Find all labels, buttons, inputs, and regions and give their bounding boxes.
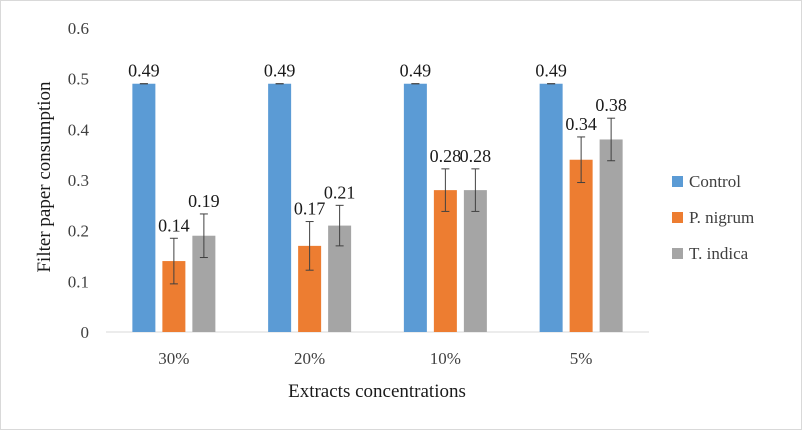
bar bbox=[268, 83, 292, 332]
y-tick-label: 0.4 bbox=[68, 120, 90, 139]
y-axis-label: Filter paper consumption bbox=[34, 81, 55, 273]
data-label: 0.19 bbox=[188, 191, 220, 211]
bar bbox=[599, 139, 623, 332]
x-axis: 30% 20% 10% 5% bbox=[158, 349, 592, 368]
legend-label: Control bbox=[689, 172, 741, 191]
y-tick-label: 0 bbox=[81, 323, 90, 342]
legend-swatch bbox=[672, 212, 683, 223]
bars: 0.49 0.14 0.19 0.49 0.170.21 0.49 0.280.28 0.49… bbox=[128, 61, 627, 332]
bar bbox=[328, 225, 352, 332]
data-label: 0.21 bbox=[324, 182, 356, 202]
y-tick-label: 0.2 bbox=[68, 222, 89, 241]
x-tick-label: 5% bbox=[570, 349, 593, 368]
bar bbox=[433, 190, 457, 332]
legend-label: P. nigrum bbox=[689, 208, 754, 227]
bar bbox=[132, 83, 156, 332]
data-label: 0.49 bbox=[535, 61, 567, 81]
legend: Control P. nigrum T. indica bbox=[672, 172, 754, 263]
data-label: 0.49 bbox=[264, 61, 296, 81]
legend-label: T. indica bbox=[689, 244, 749, 263]
bar bbox=[569, 159, 593, 332]
data-label: 0.49 bbox=[400, 61, 432, 81]
bar bbox=[192, 235, 216, 332]
data-label: 0.28 bbox=[430, 146, 462, 166]
x-tick-label: 20% bbox=[294, 349, 325, 368]
bar bbox=[162, 261, 186, 332]
data-label: 0.49 bbox=[128, 61, 160, 81]
x-axis-label: Extracts concentrations bbox=[288, 381, 466, 402]
y-tick-label: 0.3 bbox=[68, 171, 89, 190]
data-label: 0.34 bbox=[565, 114, 597, 134]
y-axis: 0 0.1 0.2 0.3 0.4 0.5 0.6 bbox=[68, 19, 90, 342]
x-tick-label: 10% bbox=[430, 349, 461, 368]
data-label: 0.38 bbox=[595, 95, 627, 115]
bar bbox=[298, 245, 322, 332]
data-label: 0.17 bbox=[294, 199, 326, 219]
legend-swatch bbox=[672, 248, 683, 259]
y-tick-label: 0.5 bbox=[68, 70, 89, 89]
data-label: 0.14 bbox=[158, 215, 190, 235]
data-label: 0.28 bbox=[460, 146, 492, 166]
y-tick-label: 0.6 bbox=[68, 19, 89, 38]
bar bbox=[403, 83, 427, 332]
bar bbox=[463, 190, 487, 332]
legend-swatch bbox=[672, 176, 683, 187]
x-tick-label: 30% bbox=[158, 349, 189, 368]
y-tick-label: 0.1 bbox=[68, 272, 89, 291]
bar bbox=[539, 83, 563, 332]
